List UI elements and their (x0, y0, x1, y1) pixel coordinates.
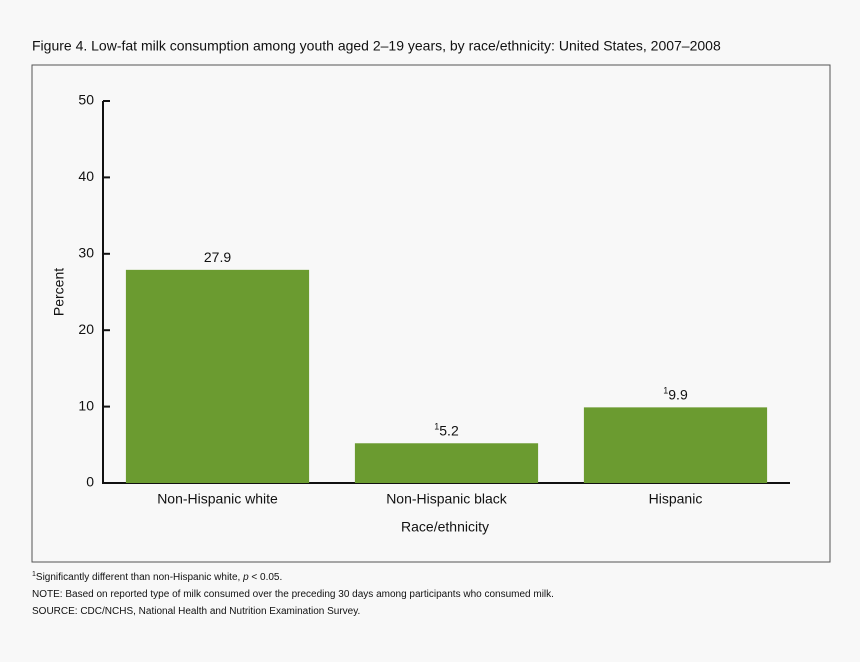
value-label: 19.9 (663, 386, 688, 402)
y-tick-label: 10 (78, 397, 94, 413)
value-text: 27.9 (204, 249, 231, 265)
bar (583, 407, 768, 483)
x-tick-label: Hispanic (649, 491, 703, 507)
y-tick-label: 20 (78, 321, 94, 337)
footnote: SOURCE: CDC/NCHS, National Health and Nu… (32, 606, 360, 617)
footnote-text: SOURCE: CDC/NCHS, National Health and Nu… (32, 606, 360, 617)
y-tick-label: 0 (86, 474, 94, 490)
footnote-text: NOTE: Based on reported type of milk con… (32, 589, 554, 600)
footnote: NOTE: Based on reported type of milk con… (32, 589, 554, 600)
y-axis-title: Percent (51, 268, 67, 316)
x-axis-title: Race/ethnicity (401, 519, 489, 535)
footnote-italic: p (242, 572, 249, 583)
y-tick-label: 30 (78, 245, 94, 261)
footnote: 1Significantly different than non-Hispan… (32, 571, 282, 583)
x-tick-label: Non-Hispanic black (386, 491, 508, 507)
y-tick-label: 40 (78, 168, 94, 184)
value-text: 9.9 (668, 386, 688, 402)
frame (31, 64, 831, 563)
bar (354, 443, 539, 483)
chart-title: Figure 4. Low-fat milk consumption among… (32, 38, 721, 54)
footnote-marker: 1 (663, 386, 668, 396)
footnote-text: Significantly different than non-Hispani… (36, 572, 243, 583)
value-label: 27.9 (204, 249, 231, 265)
value-label: 15.2 (434, 422, 459, 438)
footnote-marker: 1 (434, 422, 439, 432)
y-tick-label: 50 (78, 92, 94, 108)
footnote-marker: 1 (32, 571, 36, 578)
x-tick-label: Non-Hispanic white (157, 491, 278, 507)
bar (125, 269, 310, 483)
value-text: 5.2 (439, 422, 459, 438)
footnote-text: < 0.05. (249, 572, 283, 583)
